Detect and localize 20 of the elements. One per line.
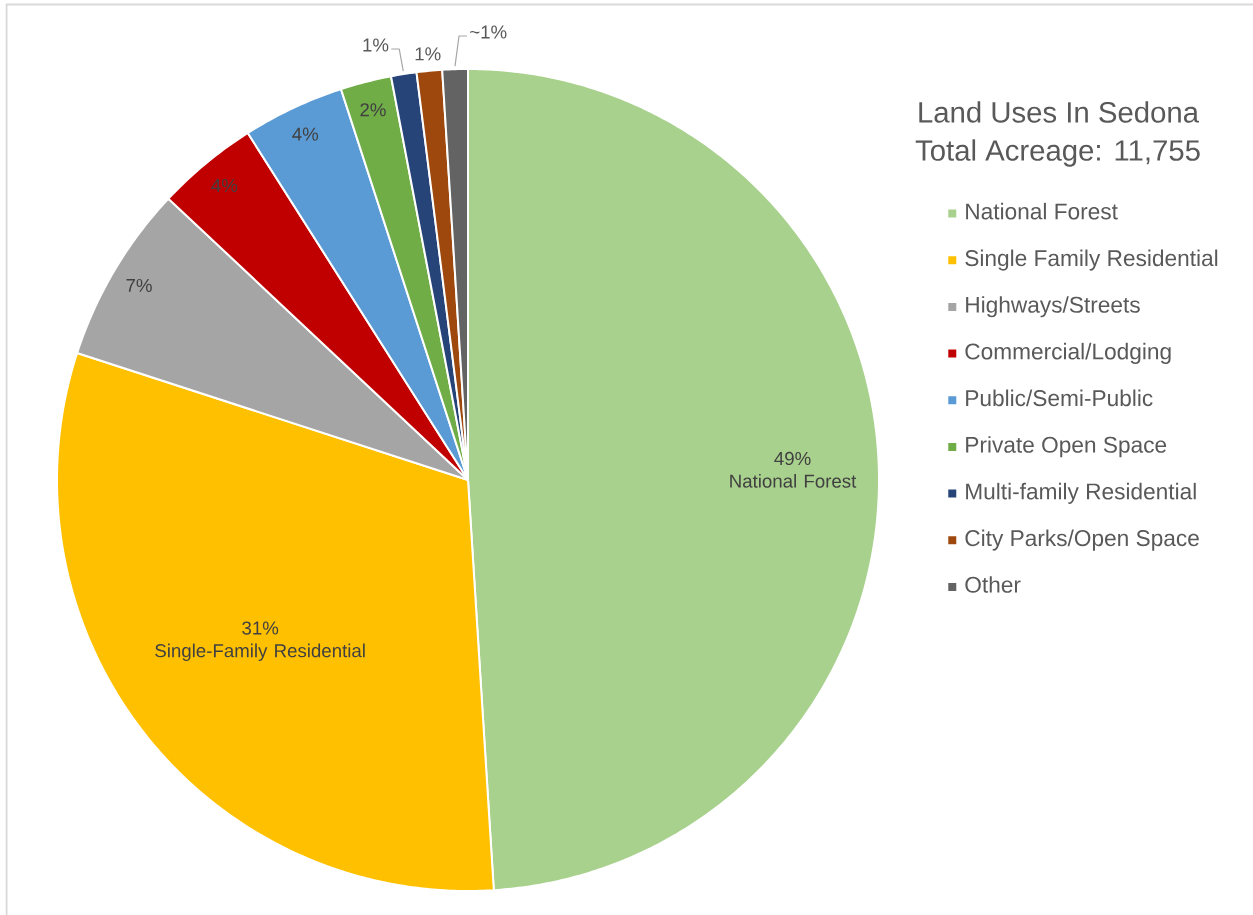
data-label: 4% (211, 178, 238, 193)
data-label: 2% (360, 103, 386, 117)
legend-label: Highways/Streets (966, 296, 1140, 318)
legend-label: National Forest (966, 202, 1118, 220)
data-label: ~1% (470, 25, 507, 39)
text: Total Acreage: 11,755 (915, 139, 1200, 167)
data-label: 49% National Forest (730, 451, 857, 488)
data-label: 31% Single-Family Residential (155, 621, 365, 661)
text: Land Uses In Sedona (919, 101, 1200, 123)
legend-label: Single Family Residential (965, 249, 1218, 271)
legend-label: Other (965, 576, 1021, 593)
legend-label: Private Open Space (966, 436, 1167, 458)
legend-label: Multi-family Residential (966, 482, 1196, 504)
data-label: 1% (415, 47, 441, 61)
legend-label: Commercial/Lodging (965, 342, 1171, 364)
legend-label: Public/Semi-Public (966, 389, 1153, 407)
legend-label: City Parks/Open Space (965, 529, 1199, 551)
data-label: 1% (363, 38, 389, 52)
data-label: 4% (292, 127, 319, 141)
data-label: 7% (126, 278, 152, 292)
